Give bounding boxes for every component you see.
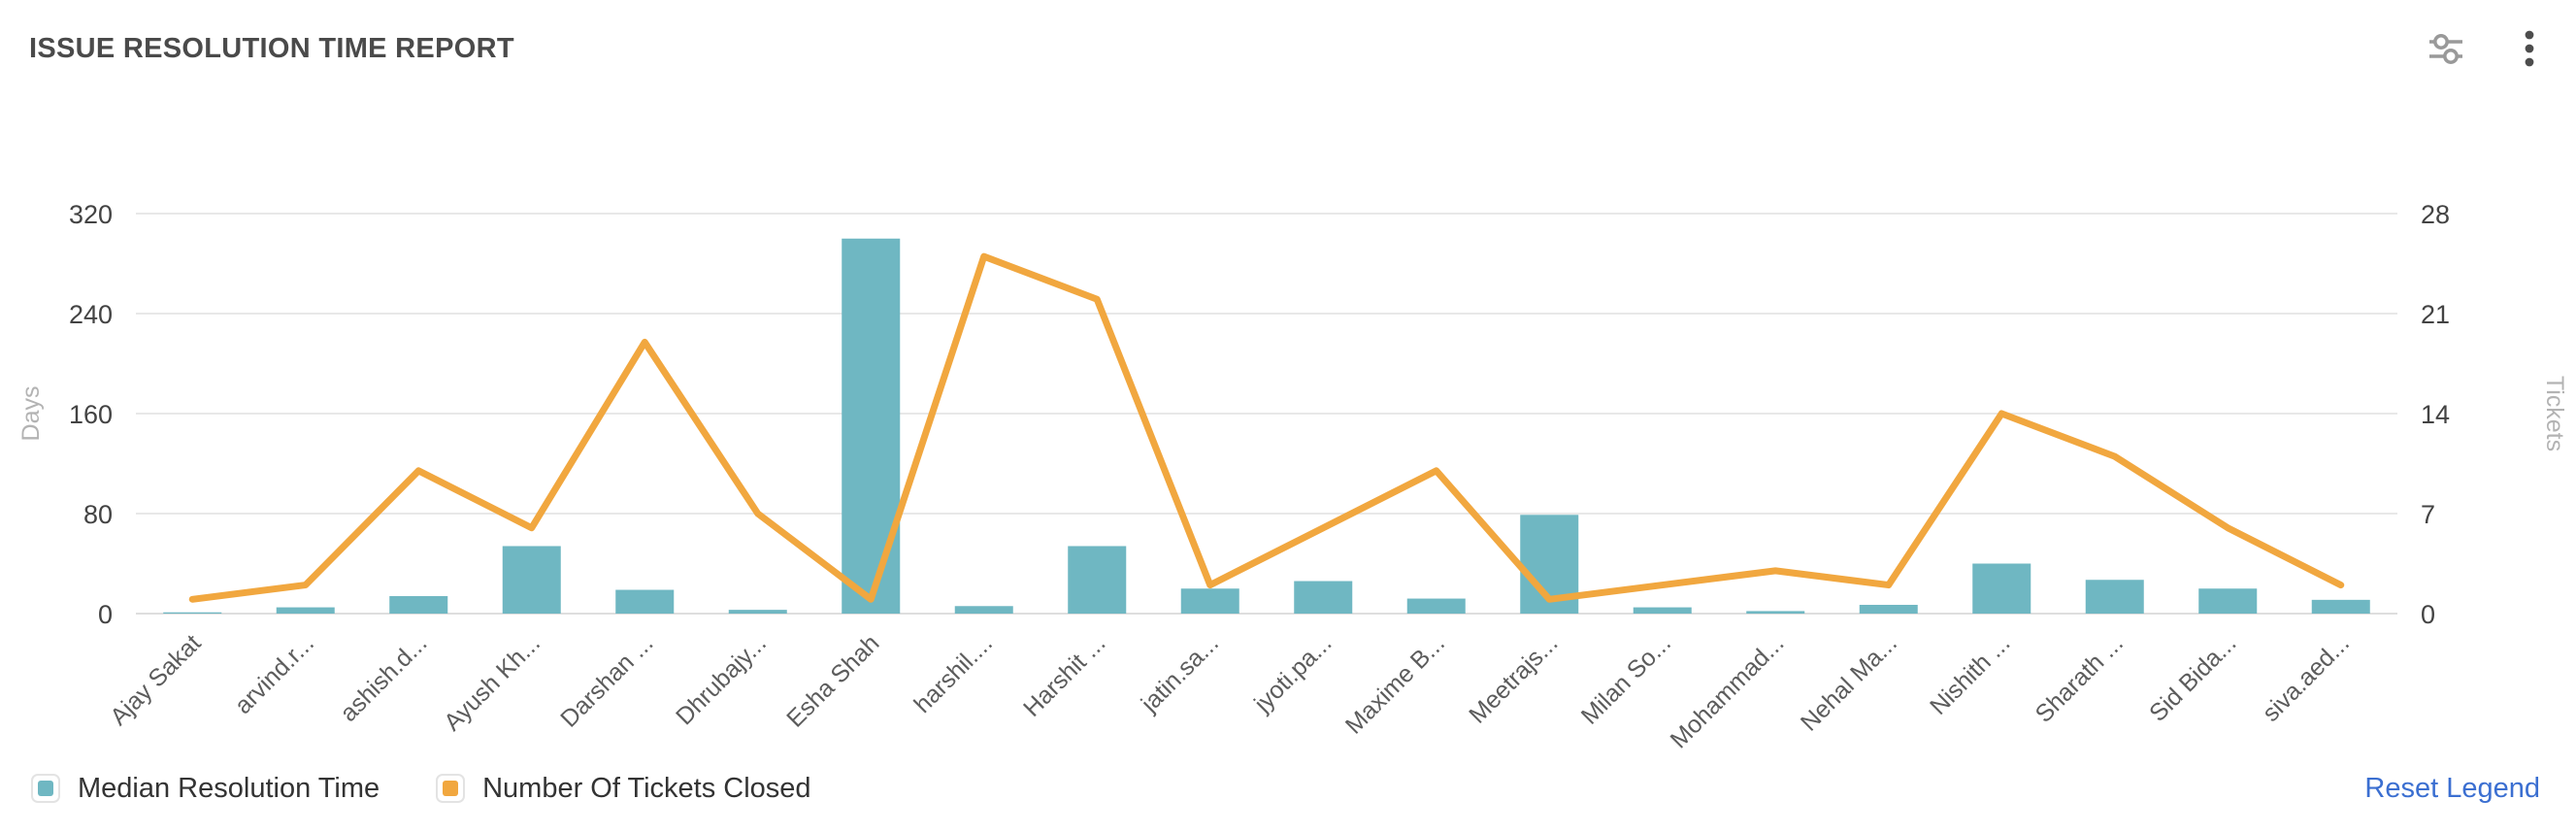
bar-jyoti.pa...[interactable] [1294,581,1353,614]
chart-canvas[interactable]: 0 0 80 7 160 14 240 21 320 28 Days Tickets Ajay Saka… [0,97,2576,757]
bar-Nishith ...[interactable] [1972,563,2031,615]
x-axis-category-label: Ayush Kh... [439,629,545,736]
right-axis-tick-label: 21 [2421,300,2450,329]
dual-axis-chart[interactable]: 0 0 80 7 160 14 240 21 320 28 Days Tickets Ajay Saka… [0,97,2576,757]
x-axis-category-label: Dhrubajy... [671,629,772,730]
x-axis-category-label: Sharath ... [2031,629,2129,727]
legend-swatch-color [38,781,53,796]
bar-harshil....[interactable] [954,606,1013,614]
bar-jatin.sa...[interactable] [1180,588,1239,614]
x-axis-category-label: siva.aed... [2258,629,2355,726]
sliders-icon [2429,34,2462,64]
bar-Mohammad...[interactable] [1746,611,1805,614]
reset-legend-link[interactable]: Reset Legend [2364,772,2540,804]
left-axis-tick-label: 160 [69,400,113,429]
header-actions [2425,27,2551,70]
right-axis-name: Tickets [2541,376,2568,451]
bar-Sid Bida...[interactable] [2198,588,2258,614]
x-axis-category-label: arvind.r... [229,629,319,719]
legend-item-median-resolution-time[interactable]: Median Resolution Time [31,773,380,805]
x-axis-category-label: Darshan ... [555,629,658,732]
bar-arvind.r...[interactable] [276,607,335,614]
left-axis-name: Days [17,386,45,442]
legend-swatch-icon [436,774,466,803]
x-axis-category-label: Sid Bida... [2144,629,2241,726]
right-axis-tick-label: 28 [2421,200,2450,229]
x-axis-category-label: Nishith ... [1925,629,2015,719]
bar-Darshan ...[interactable] [615,589,675,614]
x-axis-category-label: Milan So... [1576,629,1676,729]
x-axis-category-label: Meetrajs... [1464,629,1563,728]
x-axis-category-label: Nehal Ma... [1796,629,1902,736]
bar-Esha Shah[interactable] [842,238,901,614]
right-axis-tick-label: 14 [2421,400,2450,429]
kebab-menu-icon [2525,30,2534,67]
x-axis-category-label: Maxime B... [1340,629,1450,739]
x-axis-category-label: jyoti.pa... [1248,629,1337,717]
line-number-of-tickets-closed[interactable] [188,252,2345,603]
x-axis-category-label: ashish.d... [335,629,432,726]
bar-siva.aed...[interactable] [2311,599,2370,614]
left-axis-tick-label: 0 [98,600,113,629]
x-axis-category-label: jatin.sa... [1136,629,1224,717]
legend-swatch-icon [31,774,60,803]
sliders-filter-button[interactable] [2425,27,2467,70]
bar-Ajay Sakat[interactable] [163,612,222,614]
bar-Harshit ...[interactable] [1068,546,1127,614]
kebab-menu-button[interactable] [2508,27,2551,70]
bar-Nehal Ma...[interactable] [1859,604,1918,614]
right-axis-tick-label: 0 [2421,600,2435,629]
x-axis-category-label: harshil.... [908,629,998,718]
chart-title: ISSUE RESOLUTION TIME REPORT [29,32,514,64]
legend-label: Number Of Tickets Closed [482,772,811,804]
left-axis-tick-label: 320 [69,200,113,229]
left-axis-tick-label: 80 [83,500,113,529]
left-axis-tick-label: 240 [69,300,113,329]
legend: Median Resolution Time Number Of Tickets … [31,773,811,805]
x-axis-category-label: Esha Shah [781,629,884,732]
legend-label: Median Resolution Time [78,772,380,804]
right-axis-tick-label: 7 [2421,500,2435,529]
x-axis-category-label: Harshit ... [1018,629,1110,721]
chart-header: ISSUE RESOLUTION TIME REPORT [29,21,2551,76]
bar-Maxime B...[interactable] [1406,598,1466,614]
chart-footer: Median Resolution Time Number Of Tickets … [31,763,2540,814]
bar-Sharath ...[interactable] [2085,580,2144,614]
bar-Dhrubajy...[interactable] [728,610,787,614]
bar-ashish.d...[interactable] [389,595,448,614]
legend-swatch-color [443,781,459,796]
x-axis-category-label: Mohammad... [1666,629,1790,753]
bar-Ayush Kh...[interactable] [502,546,561,614]
bar-Milan So...[interactable] [1633,607,1692,614]
x-axis-category-label: Ajay Sakat [105,629,206,730]
legend-item-number-of-tickets-closed[interactable]: Number Of Tickets Closed [436,772,811,805]
